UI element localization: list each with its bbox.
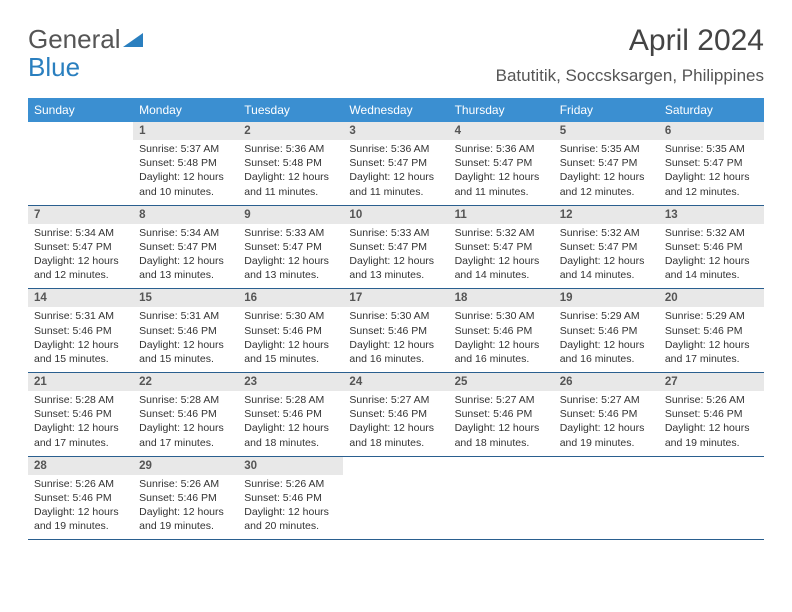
day-number-cell: 29	[133, 456, 238, 475]
day-detail-cell: Sunrise: 5:29 AMSunset: 5:46 PMDaylight:…	[659, 307, 764, 372]
day-detail-cell: Sunrise: 5:36 AMSunset: 5:47 PMDaylight:…	[343, 140, 448, 205]
weekday-header: Friday	[554, 98, 659, 122]
day-detail-cell: Sunrise: 5:36 AMSunset: 5:47 PMDaylight:…	[449, 140, 554, 205]
day-number-cell	[343, 456, 448, 475]
day-number-cell: 6	[659, 122, 764, 140]
day-number-cell: 1	[133, 122, 238, 140]
day-number-cell: 5	[554, 122, 659, 140]
day-detail-cell: Sunrise: 5:30 AMSunset: 5:46 PMDaylight:…	[343, 307, 448, 372]
day-detail-cell: Sunrise: 5:35 AMSunset: 5:47 PMDaylight:…	[659, 140, 764, 205]
day-number-cell: 15	[133, 289, 238, 308]
day-detail-cell	[343, 475, 448, 540]
day-number-cell	[659, 456, 764, 475]
day-number-row: 282930	[28, 456, 764, 475]
weekday-header: Tuesday	[238, 98, 343, 122]
day-number-cell: 4	[449, 122, 554, 140]
day-detail-row: Sunrise: 5:26 AMSunset: 5:46 PMDaylight:…	[28, 475, 764, 540]
day-detail-cell: Sunrise: 5:33 AMSunset: 5:47 PMDaylight:…	[343, 224, 448, 289]
day-detail-cell: Sunrise: 5:35 AMSunset: 5:47 PMDaylight:…	[554, 140, 659, 205]
day-number-cell: 30	[238, 456, 343, 475]
day-detail-cell: Sunrise: 5:27 AMSunset: 5:46 PMDaylight:…	[343, 391, 448, 456]
day-number-cell: 14	[28, 289, 133, 308]
day-detail-cell: Sunrise: 5:32 AMSunset: 5:46 PMDaylight:…	[659, 224, 764, 289]
day-number-cell: 12	[554, 205, 659, 224]
weekday-header: Thursday	[449, 98, 554, 122]
title-block: April 2024 Batutitik, Soccsksargen, Phil…	[496, 24, 764, 86]
header: General April 2024 Batutitik, Soccsksarg…	[0, 0, 792, 90]
day-detail-cell: Sunrise: 5:28 AMSunset: 5:46 PMDaylight:…	[238, 391, 343, 456]
day-number-cell: 2	[238, 122, 343, 140]
day-number-row: 14151617181920	[28, 289, 764, 308]
day-number-cell: 8	[133, 205, 238, 224]
day-number-cell: 23	[238, 373, 343, 392]
day-number-cell: 24	[343, 373, 448, 392]
day-detail-cell: Sunrise: 5:30 AMSunset: 5:46 PMDaylight:…	[449, 307, 554, 372]
calendar-table: Sunday Monday Tuesday Wednesday Thursday…	[28, 98, 764, 540]
day-detail-cell	[659, 475, 764, 540]
location: Batutitik, Soccsksargen, Philippines	[496, 66, 764, 86]
day-detail-cell: Sunrise: 5:36 AMSunset: 5:48 PMDaylight:…	[238, 140, 343, 205]
day-detail-cell	[449, 475, 554, 540]
day-detail-cell: Sunrise: 5:28 AMSunset: 5:46 PMDaylight:…	[133, 391, 238, 456]
day-detail-cell: Sunrise: 5:26 AMSunset: 5:46 PMDaylight:…	[28, 475, 133, 540]
day-number-cell: 9	[238, 205, 343, 224]
logo-text-gray: General	[28, 24, 121, 55]
logo-text-blue: Blue	[28, 52, 80, 83]
day-number-cell: 21	[28, 373, 133, 392]
day-detail-cell: Sunrise: 5:33 AMSunset: 5:47 PMDaylight:…	[238, 224, 343, 289]
day-detail-cell: Sunrise: 5:30 AMSunset: 5:46 PMDaylight:…	[238, 307, 343, 372]
day-number-cell: 16	[238, 289, 343, 308]
day-number-cell: 25	[449, 373, 554, 392]
day-number-cell	[449, 456, 554, 475]
day-detail-cell: Sunrise: 5:34 AMSunset: 5:47 PMDaylight:…	[133, 224, 238, 289]
day-number-cell	[28, 122, 133, 140]
calendar-body: 123456Sunrise: 5:37 AMSunset: 5:48 PMDay…	[28, 122, 764, 540]
day-number-cell	[554, 456, 659, 475]
day-number-cell: 10	[343, 205, 448, 224]
day-number-row: 21222324252627	[28, 373, 764, 392]
day-number-cell: 19	[554, 289, 659, 308]
day-detail-row: Sunrise: 5:31 AMSunset: 5:46 PMDaylight:…	[28, 307, 764, 372]
month-title: April 2024	[496, 24, 764, 58]
day-detail-cell: Sunrise: 5:31 AMSunset: 5:46 PMDaylight:…	[28, 307, 133, 372]
day-detail-row: Sunrise: 5:37 AMSunset: 5:48 PMDaylight:…	[28, 140, 764, 205]
day-detail-cell: Sunrise: 5:27 AMSunset: 5:46 PMDaylight:…	[554, 391, 659, 456]
day-number-cell: 26	[554, 373, 659, 392]
day-number-cell: 13	[659, 205, 764, 224]
day-detail-cell: Sunrise: 5:34 AMSunset: 5:47 PMDaylight:…	[28, 224, 133, 289]
day-detail-cell: Sunrise: 5:37 AMSunset: 5:48 PMDaylight:…	[133, 140, 238, 205]
logo: General	[28, 24, 147, 55]
day-detail-cell: Sunrise: 5:27 AMSunset: 5:46 PMDaylight:…	[449, 391, 554, 456]
weekday-header: Monday	[133, 98, 238, 122]
day-number-cell: 20	[659, 289, 764, 308]
day-detail-cell: Sunrise: 5:26 AMSunset: 5:46 PMDaylight:…	[659, 391, 764, 456]
day-number-cell: 17	[343, 289, 448, 308]
weekday-header: Sunday	[28, 98, 133, 122]
day-number-cell: 18	[449, 289, 554, 308]
day-detail-cell: Sunrise: 5:28 AMSunset: 5:46 PMDaylight:…	[28, 391, 133, 456]
day-number-cell: 7	[28, 205, 133, 224]
day-detail-row: Sunrise: 5:28 AMSunset: 5:46 PMDaylight:…	[28, 391, 764, 456]
day-detail-cell	[28, 140, 133, 205]
day-detail-cell: Sunrise: 5:32 AMSunset: 5:47 PMDaylight:…	[554, 224, 659, 289]
day-detail-cell: Sunrise: 5:26 AMSunset: 5:46 PMDaylight:…	[238, 475, 343, 540]
day-detail-cell: Sunrise: 5:26 AMSunset: 5:46 PMDaylight:…	[133, 475, 238, 540]
day-number-cell: 28	[28, 456, 133, 475]
day-number-cell: 11	[449, 205, 554, 224]
day-number-cell: 22	[133, 373, 238, 392]
day-number-row: 123456	[28, 122, 764, 140]
weekday-header-row: Sunday Monday Tuesday Wednesday Thursday…	[28, 98, 764, 122]
day-number-row: 78910111213	[28, 205, 764, 224]
day-detail-cell: Sunrise: 5:32 AMSunset: 5:47 PMDaylight:…	[449, 224, 554, 289]
weekday-header: Saturday	[659, 98, 764, 122]
day-detail-row: Sunrise: 5:34 AMSunset: 5:47 PMDaylight:…	[28, 224, 764, 289]
logo-triangle-icon	[123, 31, 145, 49]
day-detail-cell: Sunrise: 5:31 AMSunset: 5:46 PMDaylight:…	[133, 307, 238, 372]
day-number-cell: 27	[659, 373, 764, 392]
weekday-header: Wednesday	[343, 98, 448, 122]
day-number-cell: 3	[343, 122, 448, 140]
day-detail-cell: Sunrise: 5:29 AMSunset: 5:46 PMDaylight:…	[554, 307, 659, 372]
day-detail-cell	[554, 475, 659, 540]
